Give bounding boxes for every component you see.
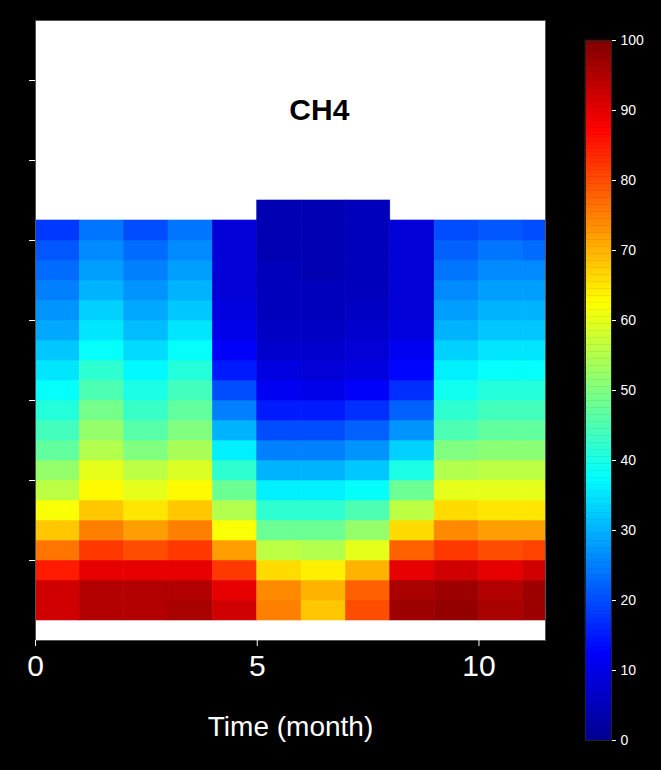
svg-text:Time (month): Time (month): [208, 711, 373, 742]
svg-text:60: 60: [621, 312, 637, 328]
svg-text:50: 50: [621, 382, 637, 398]
svg-text:20: 20: [621, 592, 637, 608]
svg-text:80: 80: [621, 172, 637, 188]
svg-text:0: 0: [621, 732, 629, 748]
svg-text:70: 70: [621, 242, 637, 258]
svg-text:10: 10: [462, 649, 495, 682]
svg-text:CH4: CH4: [289, 93, 349, 126]
svg-text:90: 90: [621, 102, 637, 118]
svg-text:100: 100: [621, 32, 645, 48]
svg-text:5: 5: [249, 649, 266, 682]
svg-text:30: 30: [621, 522, 637, 538]
svg-text:0: 0: [27, 649, 44, 682]
svg-text:40: 40: [621, 452, 637, 468]
svg-text:10: 10: [621, 662, 637, 678]
